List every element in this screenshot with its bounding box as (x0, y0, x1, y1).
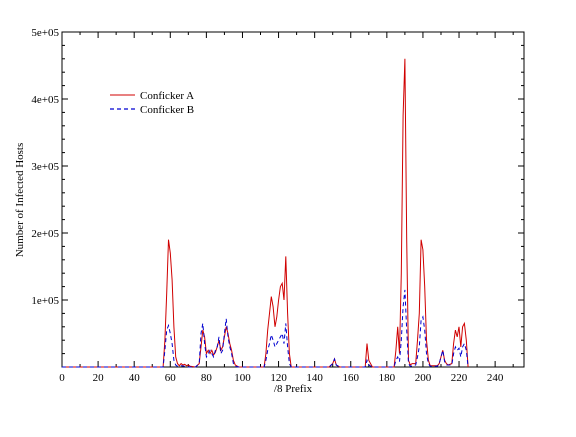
y-tick-label: 4e+05 (31, 94, 59, 106)
x-tick-label: 100 (234, 372, 251, 384)
y-tick-label: 3e+05 (31, 161, 59, 173)
x-tick-label: 140 (306, 372, 323, 384)
y-tick-label: 1e+05 (31, 295, 59, 307)
x-tick-label: 220 (451, 372, 468, 384)
y-tick-label: 2e+05 (31, 228, 59, 240)
legend: Conficker A Conficker B (110, 90, 194, 116)
series-line-conficker-b (62, 289, 469, 368)
x-tick-label: 240 (487, 372, 504, 384)
plot-frame (61, 31, 525, 368)
x-tick-label: 80 (201, 372, 213, 384)
y-axis: 1e+05 2e+05 3e+05 4e+05 5e+05 (31, 27, 524, 355)
series-layer (62, 58, 469, 368)
x-tick-label: 60 (165, 372, 177, 384)
y-tick-label: 5e+05 (31, 27, 59, 39)
x-tick-label: 160 (343, 372, 360, 384)
y-axis-title: Number of Infected Hosts (14, 143, 26, 258)
x-tick-label: 20 (93, 372, 105, 384)
legend-label-conficker-a: Conficker A (140, 90, 194, 102)
x-tick-label: 200 (415, 372, 432, 384)
series-line-conficker-a (62, 58, 469, 368)
x-tick-label: 120 (270, 372, 287, 384)
x-tick-label: 180 (379, 372, 396, 384)
x-axis: 0 20 40 60 80 100 120 140 160 180 200 220 240 (59, 32, 514, 384)
x-tick-label: 40 (129, 372, 141, 384)
x-tick-label: 0 (59, 372, 65, 384)
legend-label-conficker-b: Conficker B (140, 104, 194, 116)
x-axis-title: /8 Prefix (274, 383, 313, 395)
